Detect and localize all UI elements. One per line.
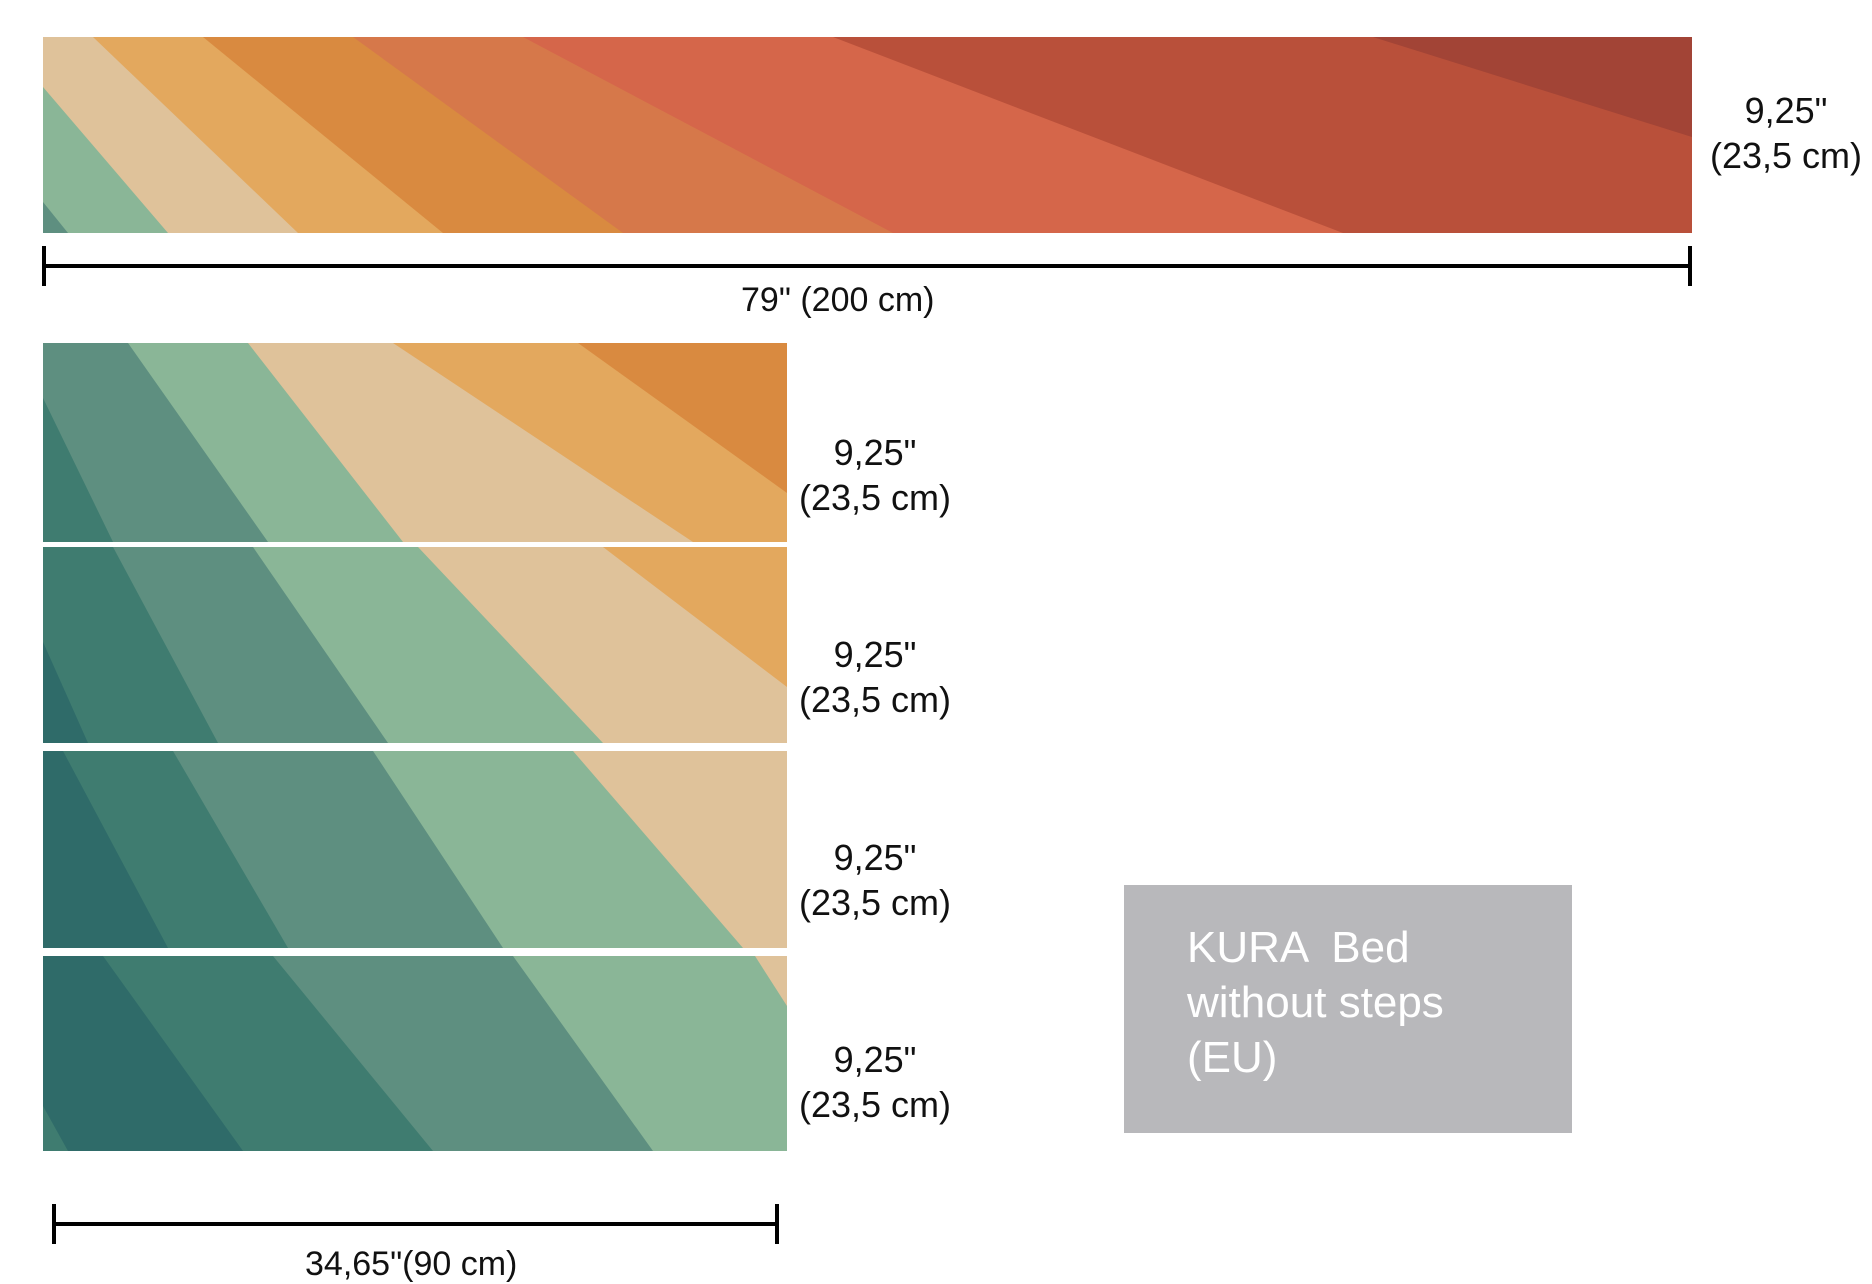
width-dimension-line-top [42, 246, 1692, 286]
dimension-cap-left [52, 1204, 56, 1244]
height-cm: (23,5 cm) [798, 1084, 952, 1125]
panel-1-artwork [43, 343, 787, 542]
panel-3-artwork [43, 751, 787, 948]
panel-2-artwork [43, 547, 787, 743]
dimension-bar [42, 264, 1692, 268]
product-label-card: KURA Bed without steps (EU) [1124, 885, 1572, 1133]
product-name-line-1: KURA Bed [1187, 923, 1410, 972]
wide-panel-width-label: 79" (200 cm) [741, 281, 935, 319]
stacked-decal-panel-4 [43, 956, 787, 1151]
stacked-decal-panel-2 [43, 547, 787, 743]
dimension-bar [52, 1222, 779, 1226]
wide-panel-artwork [43, 37, 1692, 233]
panel-4-height-label: 9,25" (23,5 cm) [790, 1037, 960, 1127]
dimension-cap-left [42, 246, 46, 286]
width-dimension-line-bottom [52, 1204, 779, 1244]
product-name: KURA Bed without steps (EU) [1187, 920, 1444, 1085]
product-name-line-2: without steps [1187, 978, 1444, 1027]
dimension-cap-right [775, 1204, 779, 1244]
height-cm: (23,5 cm) [798, 679, 952, 720]
height-cm: (23,5 cm) [1709, 135, 1863, 176]
height-inches: 9,25" [833, 432, 917, 473]
stacked-decal-panel-1 [43, 343, 787, 542]
height-inches: 9,25" [833, 634, 917, 675]
panel-1-height-label: 9,25" (23,5 cm) [790, 430, 960, 520]
panel-4-artwork [43, 956, 787, 1151]
height-inches: 9,25" [833, 837, 917, 878]
height-cm: (23,5 cm) [798, 882, 952, 923]
height-inches: 9,25" [833, 1039, 917, 1080]
panel-2-height-label: 9,25" (23,5 cm) [790, 632, 960, 722]
stacked-panel-width-label: 34,65"(90 cm) [305, 1245, 518, 1283]
height-cm: (23,5 cm) [798, 477, 952, 518]
wide-panel-height-label: 9,25" (23,5 cm) [1700, 88, 1872, 178]
stacked-decal-panel-3 [43, 751, 787, 948]
wide-decal-panel [43, 37, 1692, 233]
dimension-cap-right [1688, 246, 1692, 286]
panel-3-height-label: 9,25" (23,5 cm) [790, 835, 960, 925]
product-name-line-3: (EU) [1187, 1033, 1278, 1082]
height-inches: 9,25" [1744, 90, 1828, 131]
